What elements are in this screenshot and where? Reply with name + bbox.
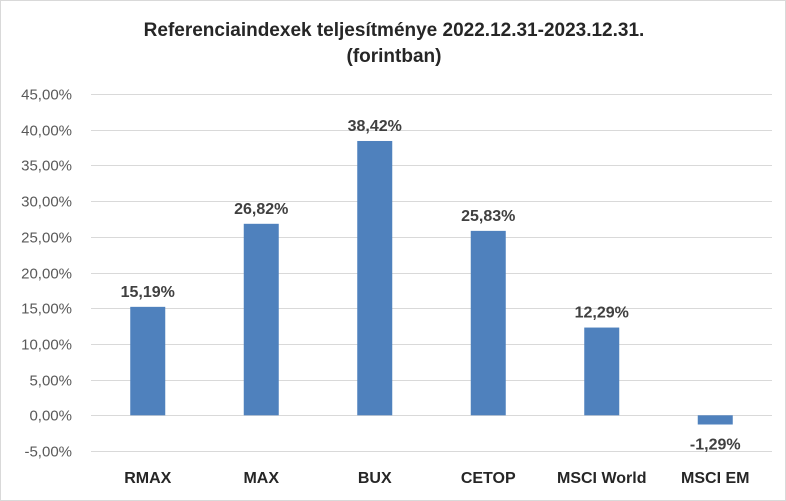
x-tick-label: BUX — [358, 470, 392, 487]
y-tick-label: -5,00% — [24, 444, 72, 461]
bar — [584, 327, 620, 416]
bar — [130, 306, 166, 416]
y-tick-label: 5,00% — [29, 373, 72, 390]
bar — [697, 415, 733, 425]
y-tick-label: 10,00% — [21, 337, 72, 354]
data-label: 26,82% — [234, 201, 288, 218]
y-tick-label: 20,00% — [21, 266, 72, 283]
y-tick-label: 0,00% — [29, 408, 72, 425]
x-tick-label: RMAX — [124, 470, 171, 487]
y-tick-label: 25,00% — [21, 230, 72, 247]
data-label: 25,83% — [461, 208, 515, 225]
data-label: 12,29% — [575, 305, 629, 322]
y-tick-label: 35,00% — [21, 158, 72, 175]
x-tick-label: MAX — [243, 470, 279, 487]
y-tick-label: 45,00% — [21, 87, 72, 104]
bar — [243, 223, 279, 416]
x-tick-label: MSCI EM — [681, 470, 749, 487]
bar — [470, 230, 506, 416]
chart-subtitle: (forintban) — [346, 46, 442, 67]
x-tick-label: CETOP — [461, 470, 516, 487]
data-label: -1,29% — [690, 437, 741, 454]
bar — [357, 140, 393, 416]
chart-title: Referenciaindexek teljesítménye 2022.12.… — [143, 20, 645, 41]
y-tick-label: 30,00% — [21, 194, 72, 211]
y-tick-label: 15,00% — [21, 301, 72, 318]
data-label: 15,19% — [121, 284, 175, 301]
x-tick-label: MSCI World — [557, 470, 646, 487]
y-tick-label: 40,00% — [21, 123, 72, 140]
data-label: 38,42% — [348, 118, 402, 135]
